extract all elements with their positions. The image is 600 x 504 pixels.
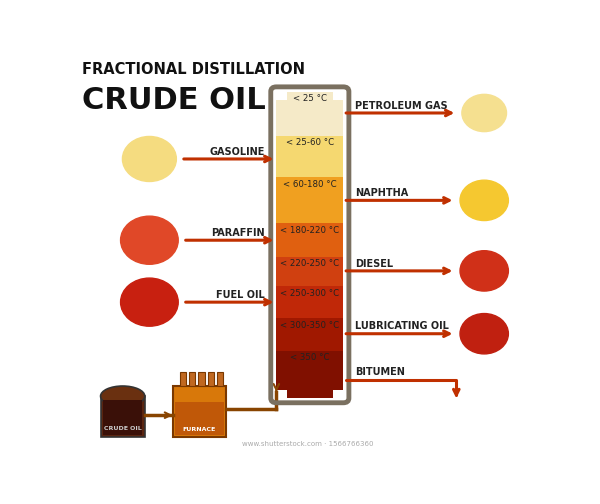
Bar xyxy=(277,390,287,398)
Text: < 220-250 °C: < 220-250 °C xyxy=(280,260,340,269)
Bar xyxy=(175,402,224,435)
Text: PETROLEUM GAS: PETROLEUM GAS xyxy=(355,101,448,111)
Circle shape xyxy=(122,137,176,181)
Text: < 250-300 °C: < 250-300 °C xyxy=(280,288,340,297)
Text: < 300-350 °C: < 300-350 °C xyxy=(280,321,340,330)
Text: NAPHTHA: NAPHTHA xyxy=(355,188,408,198)
Circle shape xyxy=(460,250,508,291)
Circle shape xyxy=(462,94,506,132)
Text: DIESEL: DIESEL xyxy=(355,259,393,269)
Circle shape xyxy=(121,216,178,264)
Text: FUEL OIL: FUEL OIL xyxy=(216,290,265,300)
Bar xyxy=(198,372,205,387)
Text: GASOLINE: GASOLINE xyxy=(209,147,265,157)
Bar xyxy=(333,390,343,398)
Bar xyxy=(277,177,343,223)
Circle shape xyxy=(460,180,508,221)
Bar xyxy=(189,372,196,387)
Bar xyxy=(217,372,223,387)
Text: www.shutterstock.com · 1566766360: www.shutterstock.com · 1566766360 xyxy=(242,442,373,448)
Text: FURNACE: FURNACE xyxy=(183,427,216,432)
Text: BITUMEN: BITUMEN xyxy=(355,367,405,377)
Bar xyxy=(101,396,145,437)
Text: PARAFFIN: PARAFFIN xyxy=(211,228,265,238)
Ellipse shape xyxy=(101,386,145,406)
Text: CRUDE OIL: CRUDE OIL xyxy=(82,86,266,115)
Bar xyxy=(173,387,226,437)
Bar xyxy=(277,351,343,398)
Bar xyxy=(333,92,343,100)
Circle shape xyxy=(121,278,178,326)
Bar xyxy=(277,257,343,286)
Bar xyxy=(208,372,214,387)
Text: < 60-180 °C: < 60-180 °C xyxy=(283,180,337,188)
Text: FRACTIONAL DISTILLATION: FRACTIONAL DISTILLATION xyxy=(82,62,305,78)
Bar xyxy=(277,319,343,351)
Bar xyxy=(179,372,186,387)
Circle shape xyxy=(460,313,508,354)
Bar xyxy=(103,400,142,435)
Text: < 25-60 °C: < 25-60 °C xyxy=(286,138,334,147)
Bar xyxy=(277,92,287,100)
Bar xyxy=(277,286,343,319)
Bar xyxy=(277,136,343,177)
Text: < 350 °C: < 350 °C xyxy=(290,353,329,362)
Text: < 180-220 °C: < 180-220 °C xyxy=(280,226,340,235)
Text: < 25 °C: < 25 °C xyxy=(293,94,327,103)
Text: LUBRICATING OIL: LUBRICATING OIL xyxy=(355,322,449,332)
Bar xyxy=(277,92,343,136)
Bar xyxy=(277,223,343,257)
Text: CRUDE OIL: CRUDE OIL xyxy=(104,426,142,431)
